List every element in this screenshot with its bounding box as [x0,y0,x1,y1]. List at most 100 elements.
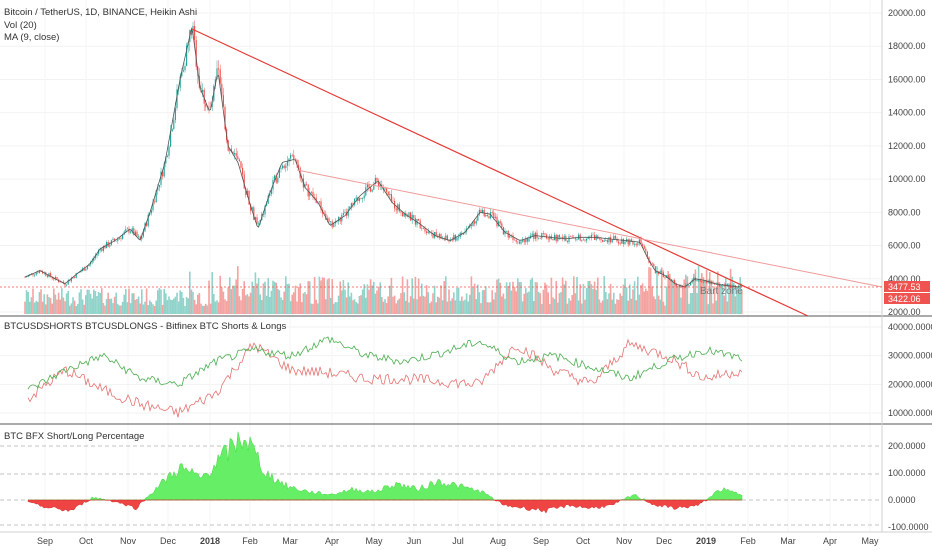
volume-bar [81,299,84,314]
pane2-legend[interactable]: BTCUSDSHORTS BTCUSDLONGS - Bitfinex BTC … [4,321,287,332]
candle-body [160,171,162,185]
volume-bar [118,305,121,314]
volume-bar [325,299,327,314]
volume-bar [581,303,583,314]
candle-body [98,249,100,254]
candle-body [240,161,242,168]
volume-bar [381,297,383,314]
volume-bar [113,296,116,314]
volume-bar [715,300,717,314]
candle-body [453,234,455,240]
volume-bar [536,282,538,314]
volume-bar [414,276,417,314]
candle-body [221,83,223,96]
volume-bar [323,277,325,314]
volume-bar [437,296,439,314]
candle-body [274,175,276,180]
volume-bar [438,297,441,314]
pane3-legend[interactable]: BTC BFX Short/Long Percentage [4,431,145,442]
volume-bar [109,298,111,314]
candle-body [310,191,312,193]
candle-body [104,245,106,249]
candle-body [245,188,247,195]
volume-bar [277,288,279,314]
volume-bar [283,291,285,314]
volume-bar [328,278,330,314]
candle-body [706,280,708,283]
volume-bar [446,301,449,314]
volume-bar [67,291,69,314]
candle-body [398,204,400,212]
volume-bar [123,294,125,314]
volume-bar [217,302,220,314]
candle-body [133,228,135,236]
trendline-secondary[interactable] [296,169,883,288]
candle-body [264,205,266,215]
volume-bar [497,278,500,314]
volume-bar [102,302,105,314]
main-legend-ma[interactable]: MA (9, close) [4,32,60,43]
main-legend-title[interactable]: Bitcoin / TetherUS, 1D, BINANCE, Heikin … [4,7,198,18]
volume-bar [166,300,169,314]
volume-bar [117,304,119,314]
candle-body [50,273,52,277]
volume-bar [227,287,229,314]
candle-body [520,241,522,244]
time-axis-labels[interactable]: Sep Oct Nov Dec 2018 Feb Mar Apr May Jun Jul Aug Sep… [37,536,879,546]
trendline-main[interactable] [191,28,809,317]
volume-bar [361,289,364,314]
volume-bar [179,290,181,314]
volume-bar [592,288,594,314]
volume-bar [550,277,553,314]
candle-body [643,245,645,249]
volume-bar [35,300,37,314]
volume-bar [59,299,61,314]
volume-bar [448,289,450,314]
candle-body [432,233,434,238]
candle-body [293,155,295,160]
volume-bar [616,299,618,314]
volume-bar [382,301,385,314]
main-legend-volume[interactable]: Vol (20) [4,20,37,31]
candle-body [306,184,308,186]
volume-bar [291,294,293,314]
volume-bar [142,304,145,314]
volume-bar [305,294,308,314]
candle-body [494,216,496,218]
candle-body [675,283,677,287]
percentage-axis-labels: 200.0000 100.0000 0.0000 -100.0000 [888,441,929,532]
candle-body [146,223,148,226]
percentage-tick-label: 200.0000 [888,441,926,451]
candle-body [549,236,551,240]
volume-bar [685,274,687,314]
volume-bar [419,296,421,314]
candle-body [618,241,620,244]
volume-bar [70,303,73,314]
candle-body [619,243,621,244]
volume-bar [670,280,673,314]
volume-bar [483,289,485,314]
volume-bar [440,285,442,314]
volume-bar [309,281,311,314]
time-axis-label: Mar [780,536,796,546]
candle-body [406,216,408,217]
candle-body [485,215,487,217]
volume-bar [653,296,655,314]
volume-bar [134,299,137,314]
candle-body [501,223,503,228]
time-axis-label: Feb [242,536,258,546]
volume-bar [24,301,26,314]
volume-bar [640,285,642,314]
volume-bar [261,300,263,314]
volume-bar [565,280,567,314]
candle-body [621,238,623,244]
volume-bar [249,292,252,314]
candle-body [514,239,516,241]
candle-body [491,212,493,213]
volume-bar [432,293,434,314]
candle-body [32,273,34,276]
candle-body [614,235,616,239]
volume-bar [726,301,729,314]
volume-bar [99,293,101,314]
